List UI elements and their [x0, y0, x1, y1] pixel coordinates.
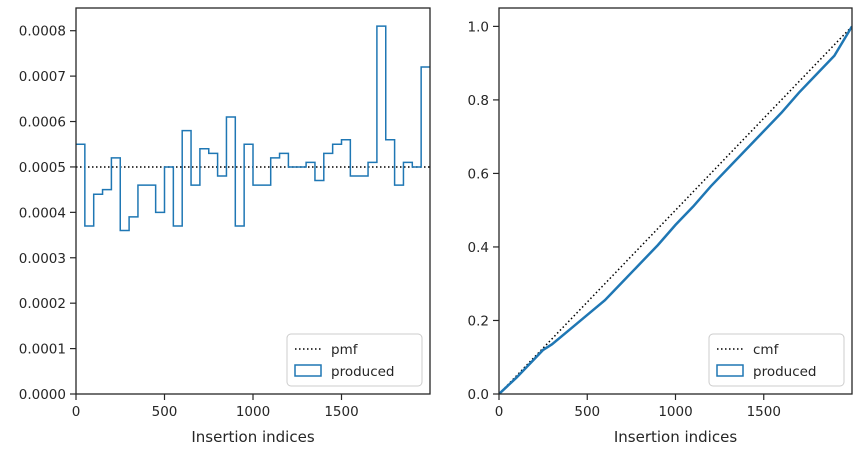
x-axis-title: Insertion indices	[191, 428, 314, 446]
y-tick-label: 0.2	[468, 313, 489, 329]
cmf-line-panel: 0 500 1000 1500 0.0 0.2 0.4 0.6 0.8 1.0 Insertion …	[468, 7, 853, 446]
y-tick-label: 0.8	[468, 93, 489, 109]
x-tick-label: 1000	[236, 404, 270, 420]
y-tick-label: 0.0002	[19, 296, 66, 312]
y-tick-label: 0.0006	[19, 115, 66, 131]
x-tick-label: 500	[574, 404, 600, 420]
x-tick-label: 0	[495, 404, 504, 420]
y-tick-label: 0.0007	[19, 69, 66, 85]
pmf-histogram-panel: 0 500 1000 1500 0.0000 0.0001 0.0002 0.0003 0.00…	[19, 7, 431, 446]
produced-series-line	[76, 25, 430, 232]
x-tick-label: 1500	[747, 404, 781, 420]
legend-label: pmf	[331, 342, 359, 358]
y-tick-label: 0.0	[468, 387, 489, 403]
y-tick-label: 0.0004	[19, 205, 66, 221]
legend-label: cmf	[753, 342, 780, 358]
x-tick-label: 500	[152, 404, 178, 420]
legend-label: produced	[753, 364, 817, 380]
y-tick-label: 0.0005	[19, 160, 66, 176]
y-tick-label: 1.0	[468, 19, 489, 35]
x-tick-label: 1500	[324, 404, 358, 420]
x-tick-label: 0	[72, 404, 81, 420]
cmf-series-line	[499, 25, 852, 394]
produced-series-line	[499, 25, 852, 394]
x-tick-label: 1000	[658, 404, 692, 420]
legend-label: produced	[331, 364, 395, 380]
legend-swatch-box	[716, 364, 744, 377]
plot-area	[499, 25, 852, 394]
y-tick-label: 0.0008	[19, 24, 66, 40]
x-axis-title: Insertion indices	[614, 428, 737, 446]
y-tick-label: 0.0001	[19, 342, 66, 358]
y-tick-label: 0.4	[468, 240, 489, 256]
y-tick-label: 0.0003	[19, 251, 66, 267]
y-tick-label: 0.6	[468, 166, 489, 182]
y-tick-label: 0.0000	[19, 387, 66, 403]
legend-swatch-box	[294, 364, 322, 377]
plot-area	[76, 25, 430, 232]
